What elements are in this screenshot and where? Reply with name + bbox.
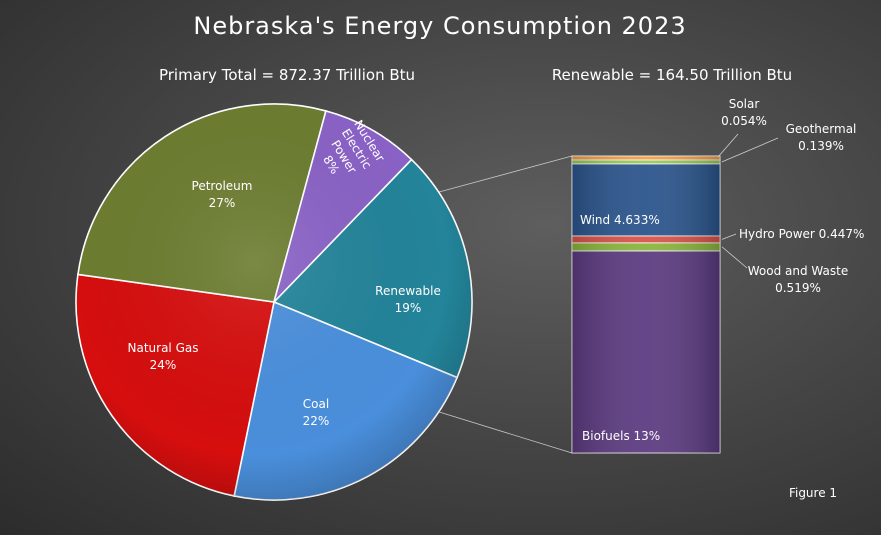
chart-title: Nebraska's Energy Consumption 2023 bbox=[193, 12, 686, 40]
bar-label-geothermal: Geothermal 0.139% bbox=[786, 122, 857, 153]
bar-label-solar: Solar 0.054% bbox=[721, 97, 767, 128]
connector-line-bottom bbox=[435, 410, 573, 454]
bar-segment-wood-and-waste bbox=[571, 242, 721, 252]
bar-label-hydro-power: Hydro Power 0.447% bbox=[739, 227, 864, 241]
pie-label-renewable: Renewable 19% bbox=[375, 284, 441, 315]
figure-label: Figure 1 bbox=[789, 486, 837, 500]
bar-segment-hydro-power bbox=[571, 235, 721, 244]
leader-line-geothermal bbox=[721, 137, 779, 163]
pie-label-coal: Coal 22% bbox=[303, 397, 330, 428]
connector-line-top bbox=[438, 155, 573, 193]
bar-subtitle: Renewable = 164.50 Trillion Btu bbox=[552, 66, 792, 84]
pie-labels: Renewable 19% Coal 22% Natural Gas 24% Petrole… bbox=[128, 118, 441, 428]
bar-segment-geothermal bbox=[571, 159, 721, 165]
bar-segment-solar bbox=[571, 155, 721, 161]
leader-line-hydro-power bbox=[721, 233, 737, 240]
bar-segment-biofuels bbox=[571, 250, 721, 454]
leader-line-solar bbox=[717, 133, 739, 158]
bar-label-biofuels: Biofuels 13% bbox=[582, 429, 660, 443]
pie-label-nuclear-electric-power: NuclearElectricPower8% bbox=[313, 118, 388, 188]
bar-labels: Biofuels 13% Wood and Waste 0.519% Hydro Po… bbox=[580, 97, 864, 443]
stacked-bar bbox=[571, 155, 721, 454]
pie-label-petroleum: Petroleum 27% bbox=[192, 179, 253, 210]
bar-label-wind: Wind 4.633% bbox=[580, 213, 660, 227]
leader-line-wood-and-waste bbox=[721, 246, 748, 269]
pie-label-natural-gas: Natural Gas 24% bbox=[128, 341, 199, 372]
bar-label-wood-and-waste: Wood and Waste 0.519% bbox=[748, 264, 848, 295]
pie-subtitle: Primary Total = 872.37 Trillion Btu bbox=[159, 66, 415, 84]
